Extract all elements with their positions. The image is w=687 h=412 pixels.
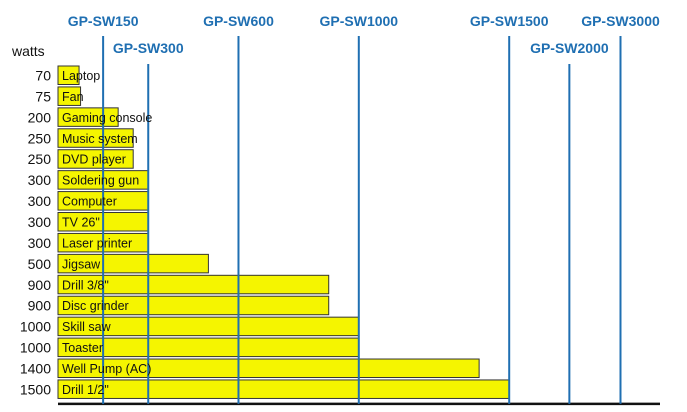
- bar-label-8: Laser printer: [62, 236, 132, 250]
- value-label-2: 200: [28, 109, 52, 125]
- ref-line-label-6: GP-SW3000: [581, 13, 660, 29]
- bar-3: [57, 128, 134, 148]
- bar-label-11: Disc grinder: [62, 299, 129, 313]
- value-label-14: 1400: [20, 361, 51, 377]
- ref-line-label-1: GP-SW300: [113, 40, 184, 56]
- bar-label-6: Computer: [62, 195, 117, 209]
- bar-label-12: Skill saw: [62, 320, 112, 334]
- value-label-7: 300: [28, 214, 52, 230]
- bar-label-1: Fan: [62, 90, 84, 104]
- bar-4: [57, 149, 134, 169]
- bar-11: [57, 295, 330, 316]
- ref-line-label-2: GP-SW600: [203, 13, 274, 29]
- value-label-3: 250: [28, 130, 52, 146]
- bar-14: [57, 358, 480, 379]
- bar-15: [57, 379, 510, 399]
- bar-label-14: Well Pump (AC): [62, 362, 151, 376]
- bar-label-3: Music system: [62, 132, 138, 146]
- ref-line-label-3: GP-SW1000: [320, 13, 399, 29]
- bar-label-9: Jigsaw: [62, 257, 101, 271]
- value-label-1: 75: [35, 88, 51, 104]
- bar-label-5: Soldering gun: [62, 174, 139, 188]
- value-label-8: 300: [28, 235, 52, 251]
- value-label-5: 300: [28, 172, 52, 188]
- bar-label-15: Drill 1/2": [62, 383, 109, 397]
- bar-label-0: Laptop: [62, 69, 100, 83]
- bar-label-4: DVD player: [62, 153, 126, 167]
- value-label-15: 1500: [20, 381, 51, 397]
- value-label-12: 1000: [20, 319, 51, 335]
- ref-line-label-4: GP-SW1500: [470, 13, 549, 29]
- bar-label-13: Toaster: [62, 341, 103, 355]
- bars-layer: [57, 65, 510, 399]
- ref-line-label-0: GP-SW150: [68, 13, 139, 29]
- y-axis-title: watts: [11, 43, 45, 59]
- value-label-0: 70: [35, 68, 51, 84]
- value-label-13: 1000: [20, 340, 51, 356]
- value-label-11: 900: [28, 298, 52, 314]
- ref-line-label-5: GP-SW2000: [530, 40, 609, 56]
- value-label-6: 300: [28, 193, 52, 209]
- bar-1: [57, 86, 82, 106]
- bar-label-10: Drill 3/8": [62, 278, 109, 292]
- labels-layer: Laptop 70 Fan 75 Gaming console 200 Music syst…: [20, 13, 660, 397]
- bar-label-2: Gaming console: [62, 111, 152, 125]
- bar-label-7: TV 26": [62, 216, 100, 230]
- value-label-10: 900: [28, 277, 52, 293]
- value-label-4: 250: [28, 151, 52, 167]
- reference-lines-layer: [58, 36, 660, 406]
- value-label-9: 500: [28, 256, 52, 272]
- bar-10: [57, 274, 330, 295]
- bar-0: [57, 65, 80, 85]
- bar-9: [57, 253, 209, 274]
